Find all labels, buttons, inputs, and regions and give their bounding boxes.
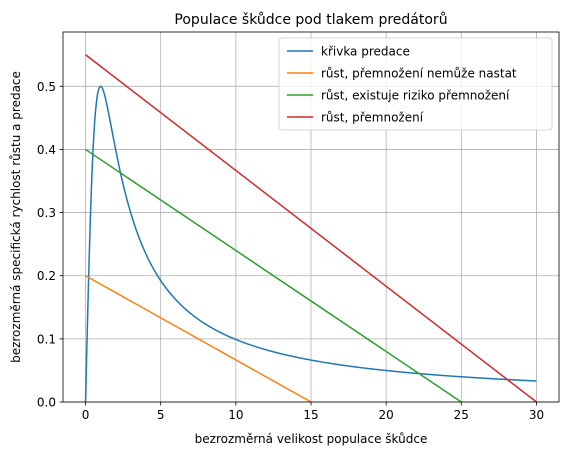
y-tick-label: 0.1	[37, 332, 56, 346]
legend: křivka predace růst, přemnožení nemůže na…	[278, 37, 553, 131]
chart-title: Populace škůdce pod tlakem predátorů	[174, 12, 447, 28]
x-tick-label: 0	[82, 408, 90, 422]
legend-box	[278, 37, 553, 131]
y-tick-label: 0.3	[37, 206, 56, 220]
legend-label: růst, přemnožení	[321, 111, 424, 125]
y-tick-label: 0.5	[37, 80, 56, 94]
series-line-2	[85, 275, 312, 402]
y-tick-label: 0.0	[37, 396, 56, 410]
series-line-4	[85, 54, 537, 402]
x-tick-label: 20	[379, 408, 394, 422]
series-group	[84, 54, 537, 402]
ticks: 0 5 10 15 20 25 30 0.0 0.1 0.2 0.3 0.4 0.5	[37, 80, 544, 422]
x-tick-label: 5	[157, 408, 165, 422]
legend-label: růst, existuje riziko přemnožení	[321, 89, 510, 103]
x-tick-label: 10	[228, 408, 243, 422]
legend-label: křivka predace	[321, 45, 410, 59]
y-axis-label: bezrozměrná specifická rychlost růstu a …	[9, 71, 23, 363]
x-tick-label: 25	[454, 408, 469, 422]
y-tick-label: 0.2	[37, 269, 56, 283]
x-tick-label: 15	[303, 408, 318, 422]
x-axis-label: bezrozměrná velikost populace škůdce	[195, 432, 428, 446]
series-line-3	[85, 148, 462, 402]
series-line-1	[84, 85, 537, 402]
y-tick-label: 0.4	[37, 143, 56, 157]
x-tick-label: 30	[529, 408, 544, 422]
legend-label: růst, přemnožení nemůže nastat	[321, 67, 517, 81]
